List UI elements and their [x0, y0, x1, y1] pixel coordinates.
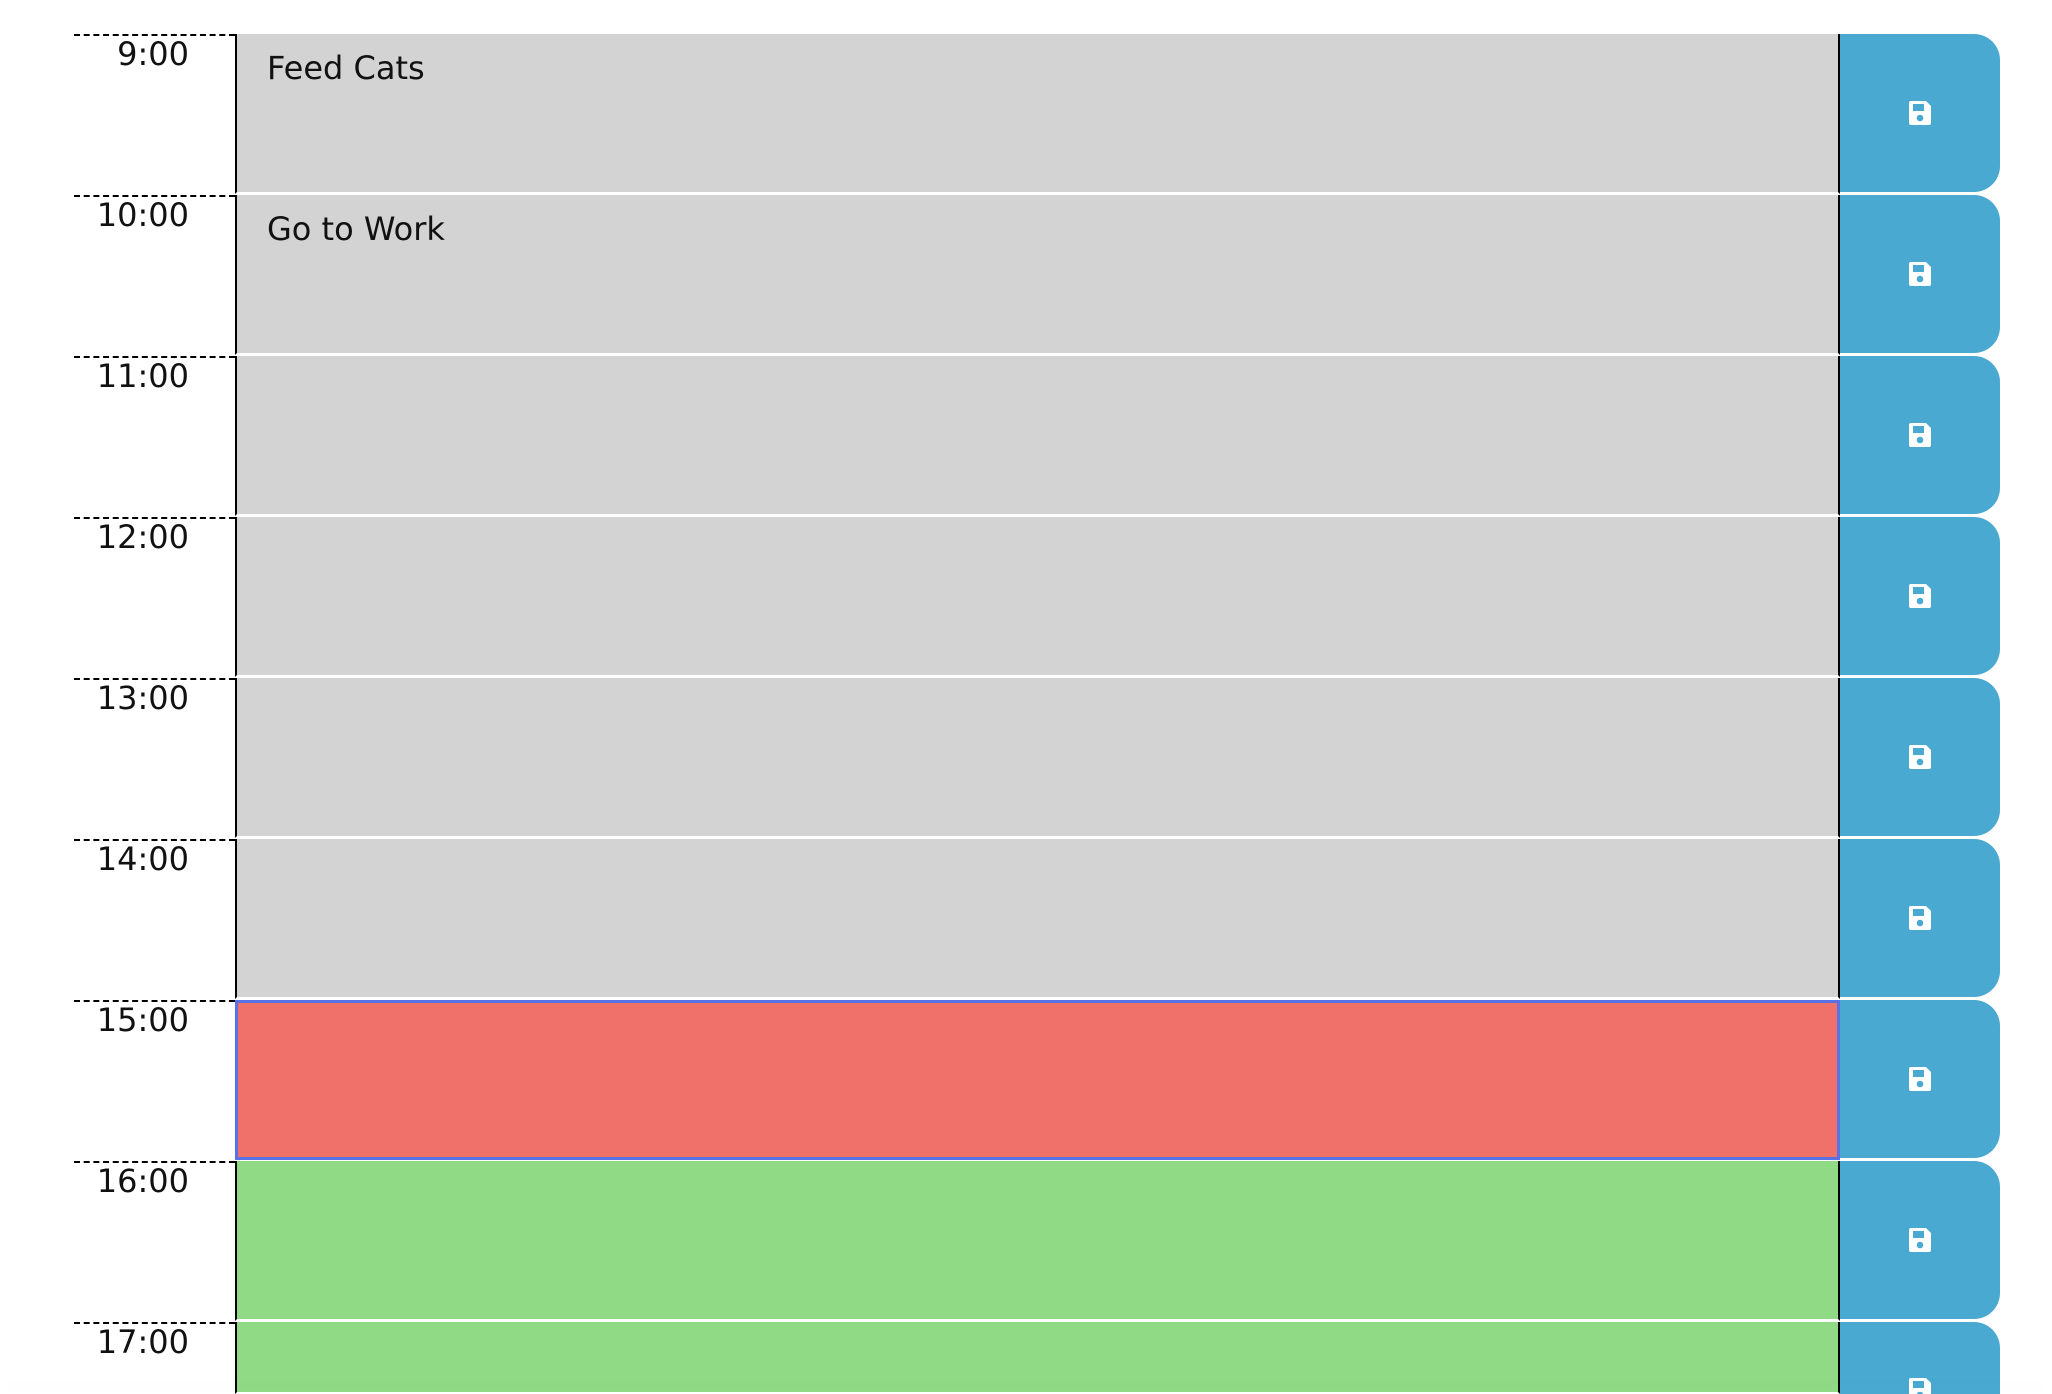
time-block-textarea[interactable] [235, 1322, 1840, 1394]
hour-label: 16:00 [74, 1161, 235, 1321]
floppy-disk-icon [1909, 1067, 1931, 1091]
hour-label: 12:00 [74, 517, 235, 677]
save-button[interactable] [1840, 34, 2000, 192]
time-block-textarea[interactable] [235, 356, 1840, 516]
time-block-row: 15:00 [0, 1000, 2052, 1160]
hour-label: 11:00 [74, 356, 235, 516]
floppy-disk-icon [1909, 262, 1931, 286]
time-block-textarea[interactable] [235, 1161, 1840, 1321]
save-button[interactable] [1840, 1161, 2000, 1319]
save-button[interactable] [1840, 517, 2000, 675]
floppy-disk-icon [1909, 1228, 1931, 1252]
floppy-disk-icon [1909, 1378, 1931, 1394]
time-block-textarea[interactable] [235, 1000, 1840, 1160]
save-button[interactable] [1840, 1322, 2000, 1394]
hour-label: 10:00 [74, 195, 235, 355]
time-block-row: 13:00 [0, 678, 2052, 838]
time-block-row: 14:00 [0, 839, 2052, 999]
time-block-row: 16:00 [0, 1161, 2052, 1321]
hour-label: 17:00 [74, 1322, 235, 1394]
save-button[interactable] [1840, 195, 2000, 353]
time-block-textarea[interactable]: Go to Work [235, 195, 1840, 355]
time-block-textarea[interactable] [235, 839, 1840, 999]
hour-label: 14:00 [74, 839, 235, 999]
time-block-textarea[interactable]: Feed Cats [235, 34, 1840, 194]
time-block-row: 12:00 [0, 517, 2052, 677]
floppy-disk-icon [1909, 906, 1931, 930]
save-button[interactable] [1840, 1000, 2000, 1158]
floppy-disk-icon [1909, 745, 1931, 769]
save-button[interactable] [1840, 356, 2000, 514]
time-block-row: 11:00 [0, 356, 2052, 516]
time-block-row: 10:00 Go to Work [0, 195, 2052, 355]
time-block-textarea[interactable] [235, 678, 1840, 838]
hour-label: 9:00 [74, 34, 235, 194]
hour-label: 15:00 [74, 1000, 235, 1160]
save-button[interactable] [1840, 678, 2000, 836]
time-block-row: 9:00 Feed Cats [0, 34, 2052, 194]
save-button[interactable] [1840, 839, 2000, 997]
hour-label: 13:00 [74, 678, 235, 838]
floppy-disk-icon [1909, 101, 1931, 125]
floppy-disk-icon [1909, 423, 1931, 447]
time-block-textarea[interactable] [235, 517, 1840, 677]
floppy-disk-icon [1909, 584, 1931, 608]
time-block-row: 17:00 [0, 1322, 2052, 1394]
